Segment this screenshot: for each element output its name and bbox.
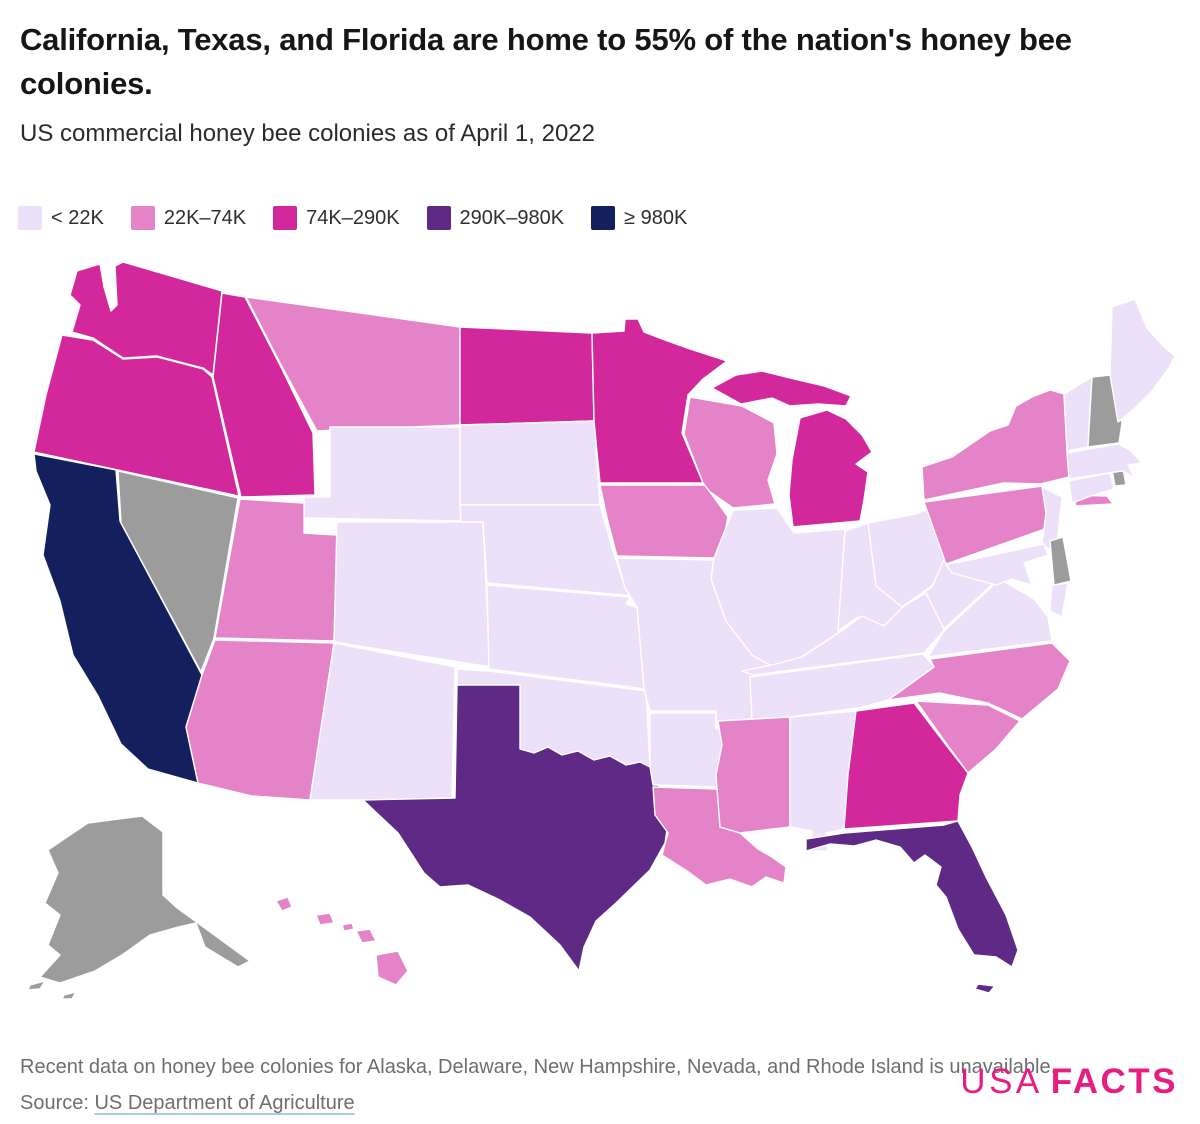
source-line: Source: US Department of Agriculture bbox=[20, 1092, 355, 1115]
state-delaware[interactable] bbox=[1049, 536, 1072, 586]
chart-subtitle: US commercial honey bee colonies as of A… bbox=[20, 120, 595, 148]
header: California, Texas, and Florida are home … bbox=[20, 18, 1180, 148]
state-mississippi[interactable] bbox=[715, 716, 791, 834]
state-iowa[interactable] bbox=[599, 484, 729, 559]
logo-facts-text: FACTS bbox=[1050, 1062, 1178, 1101]
state-new-mexico[interactable] bbox=[309, 642, 456, 801]
legend-label: 74K–290K bbox=[306, 206, 400, 229]
legend-swatch bbox=[426, 206, 451, 230]
state-hawaii[interactable] bbox=[275, 896, 409, 986]
source-prefix: Source: bbox=[20, 1092, 95, 1114]
legend-label: 290K–980K bbox=[459, 206, 565, 229]
page-title: California, Texas, and Florida are home … bbox=[20, 22, 1072, 102]
state-michigan[interactable] bbox=[711, 370, 873, 528]
state-georgia[interactable] bbox=[843, 702, 969, 830]
legend-item: 290K–980K bbox=[426, 206, 565, 230]
legend-item: 22K–74K bbox=[130, 206, 247, 230]
state-alaska[interactable] bbox=[27, 815, 251, 1000]
data-unavailable-note: Recent data on honey bee colonies for Al… bbox=[20, 1056, 1057, 1078]
state-north-dakota[interactable] bbox=[459, 326, 595, 426]
legend-label: < 22K bbox=[51, 206, 104, 229]
us-map-svg bbox=[27, 261, 1176, 1000]
legend-item: ≥ 980K bbox=[591, 206, 687, 230]
logo-usa-text: USA bbox=[960, 1062, 1043, 1101]
state-minnesota[interactable] bbox=[591, 318, 728, 484]
us-choropleth-map bbox=[0, 255, 1200, 1045]
state-new-jersey[interactable] bbox=[1041, 486, 1063, 556]
state-kentucky[interactable] bbox=[741, 584, 946, 676]
state-idaho[interactable] bbox=[212, 292, 316, 498]
legend-swatch bbox=[18, 206, 42, 230]
legend-item: < 22K bbox=[18, 206, 104, 230]
legend-swatch bbox=[130, 206, 155, 230]
state-north-carolina[interactable] bbox=[887, 642, 1071, 720]
legend-item: 74K–290K bbox=[273, 206, 400, 230]
state-wyoming[interactable] bbox=[303, 426, 462, 522]
state-south-carolina[interactable] bbox=[915, 700, 1021, 774]
state-nevada[interactable] bbox=[117, 470, 239, 673]
legend-swatch bbox=[273, 206, 298, 230]
legend: < 22K 22K–74K 74K–290K 290K–980K ≥ 980K bbox=[18, 206, 687, 230]
legend-swatch bbox=[591, 206, 616, 230]
state-alabama[interactable] bbox=[789, 710, 857, 852]
state-texas[interactable] bbox=[362, 684, 671, 972]
state-massachusetts[interactable] bbox=[1066, 443, 1143, 480]
state-colorado[interactable] bbox=[333, 521, 491, 668]
state-oregon[interactable] bbox=[33, 334, 240, 497]
source-link[interactable]: US Department of Agriculture bbox=[94, 1092, 355, 1114]
legend-label: 22K–74K bbox=[163, 206, 247, 229]
state-south-dakota[interactable] bbox=[459, 420, 601, 506]
state-maine[interactable] bbox=[1109, 298, 1176, 423]
state-florida[interactable] bbox=[805, 820, 1019, 994]
state-arizona[interactable] bbox=[185, 639, 335, 801]
state-wisconsin[interactable] bbox=[683, 396, 778, 509]
usafacts-logo[interactable]: USA FACTS bbox=[960, 1062, 1178, 1102]
legend-label: ≥ 980K bbox=[624, 206, 688, 229]
